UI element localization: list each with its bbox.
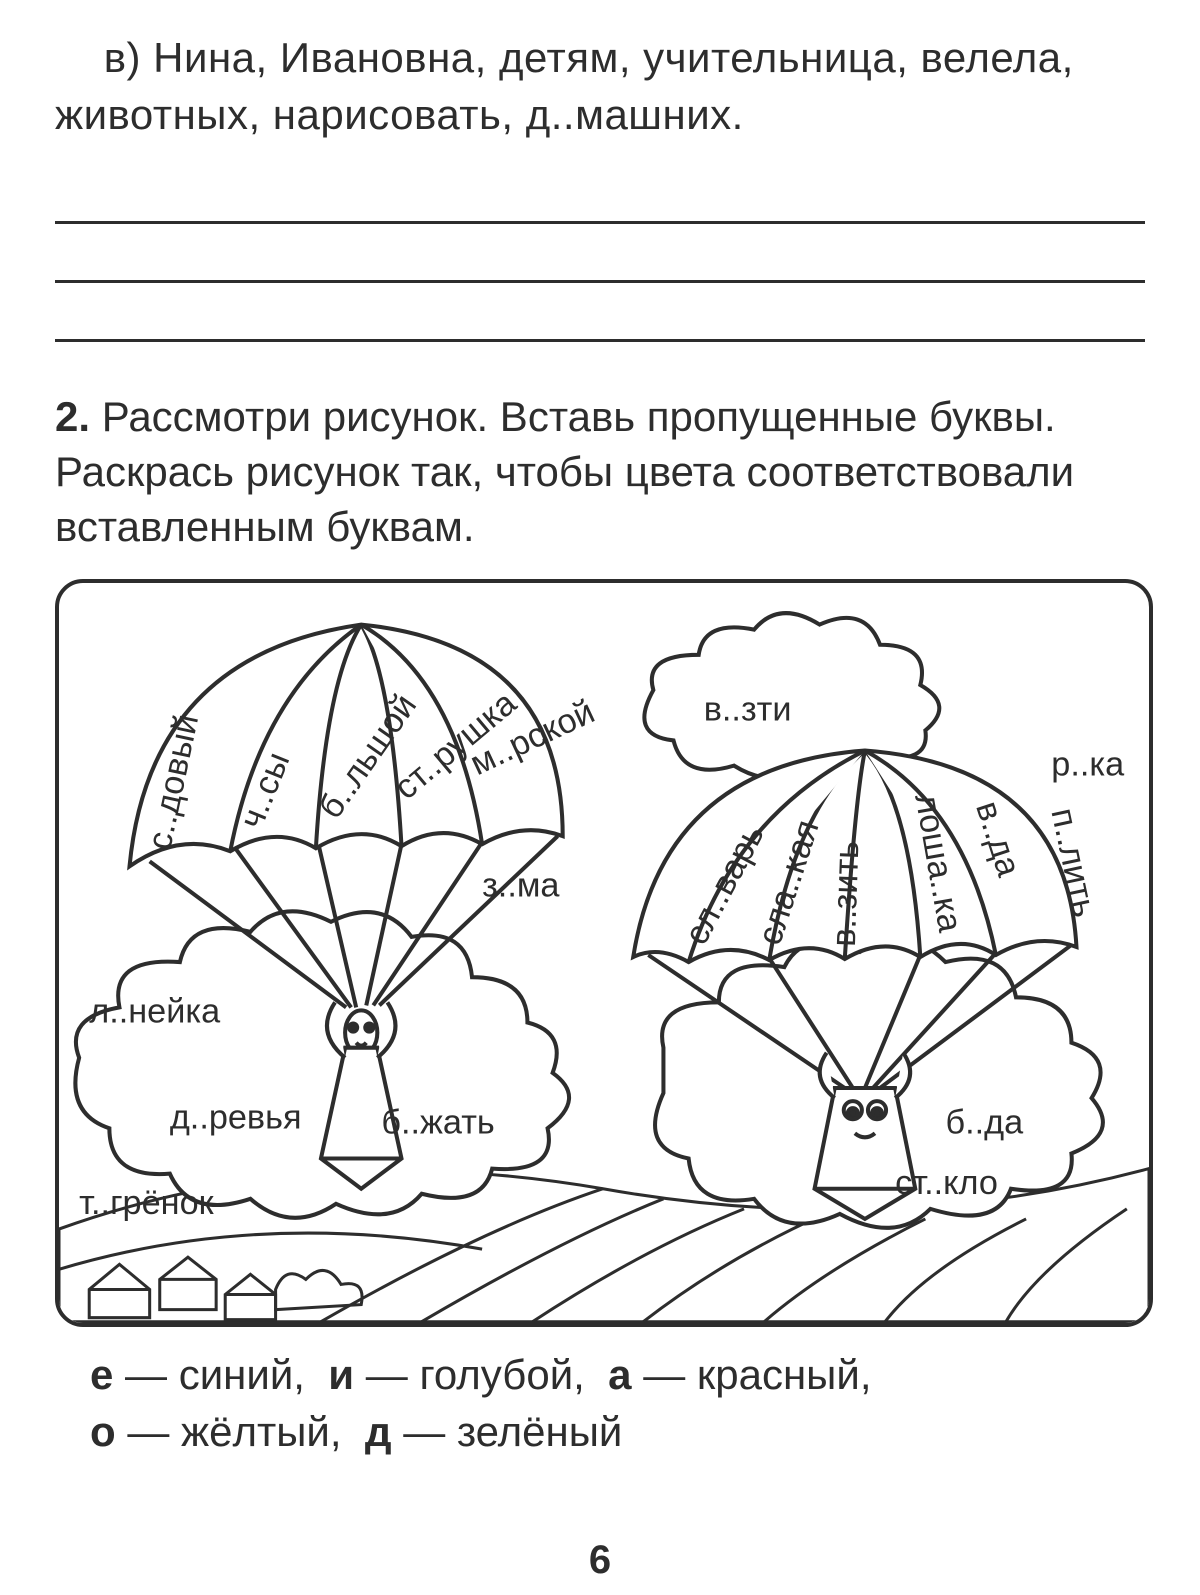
word-beda: б..да <box>946 1103 1025 1141</box>
word-vozit: в..зить <box>825 841 867 948</box>
coloring-figure[interactable]: с..довый ч..сы б..льшой ст..рушка м..рск… <box>55 579 1153 1327</box>
word-lineika: л..нейка <box>89 993 221 1031</box>
word-bezhat: б..жать <box>381 1103 494 1141</box>
word-zima: з..ма <box>482 867 560 905</box>
writing-line[interactable] <box>55 232 1145 283</box>
word-reka: р..ка <box>1051 746 1125 784</box>
word-derevya: д..ревья <box>170 1098 302 1136</box>
word-steklo: ст..кло <box>895 1164 998 1202</box>
color-legend: е — синий, и — голубой, а — красный, о —… <box>55 1347 1145 1460</box>
legend-line-1: е — синий, и — голубой, а — красный, <box>90 1347 1145 1404</box>
writing-line[interactable] <box>55 291 1145 342</box>
ex2-body: Рассмотри рисунок. Вставь пропущенные бу… <box>55 393 1074 549</box>
legend-letter: е <box>90 1351 113 1398</box>
word-vezti: в..зти <box>704 690 792 728</box>
ex2-number: 2. <box>55 393 90 440</box>
writing-line[interactable] <box>55 173 1145 224</box>
writing-lines <box>55 173 1145 342</box>
legend-letter: а <box>608 1351 631 1398</box>
word-tigrenok: т..грёнок <box>79 1184 214 1222</box>
page-number: 6 <box>0 1538 1200 1583</box>
ex1-prefix: в) <box>104 34 141 81</box>
figure-svg: с..довый ч..сы б..льшой ст..рушка м..рск… <box>59 583 1149 1323</box>
exercise1-text: в) Нина, Ивановна, детям, учительница, в… <box>55 30 1145 143</box>
legend-line-2: о — жёлтый, д — зелёный <box>90 1404 1145 1461</box>
legend-letter: д <box>365 1408 392 1455</box>
workbook-page: в) Нина, Ивановна, детям, учительница, в… <box>0 0 1200 1595</box>
legend-letter: о <box>90 1408 116 1455</box>
exercise2-text: 2. Рассмотри рисунок. Вставь пропущенные… <box>55 390 1145 554</box>
legend-letter: и <box>328 1351 354 1398</box>
ex1-body: Нина, Ивановна, детям, учительница, веле… <box>55 34 1074 138</box>
